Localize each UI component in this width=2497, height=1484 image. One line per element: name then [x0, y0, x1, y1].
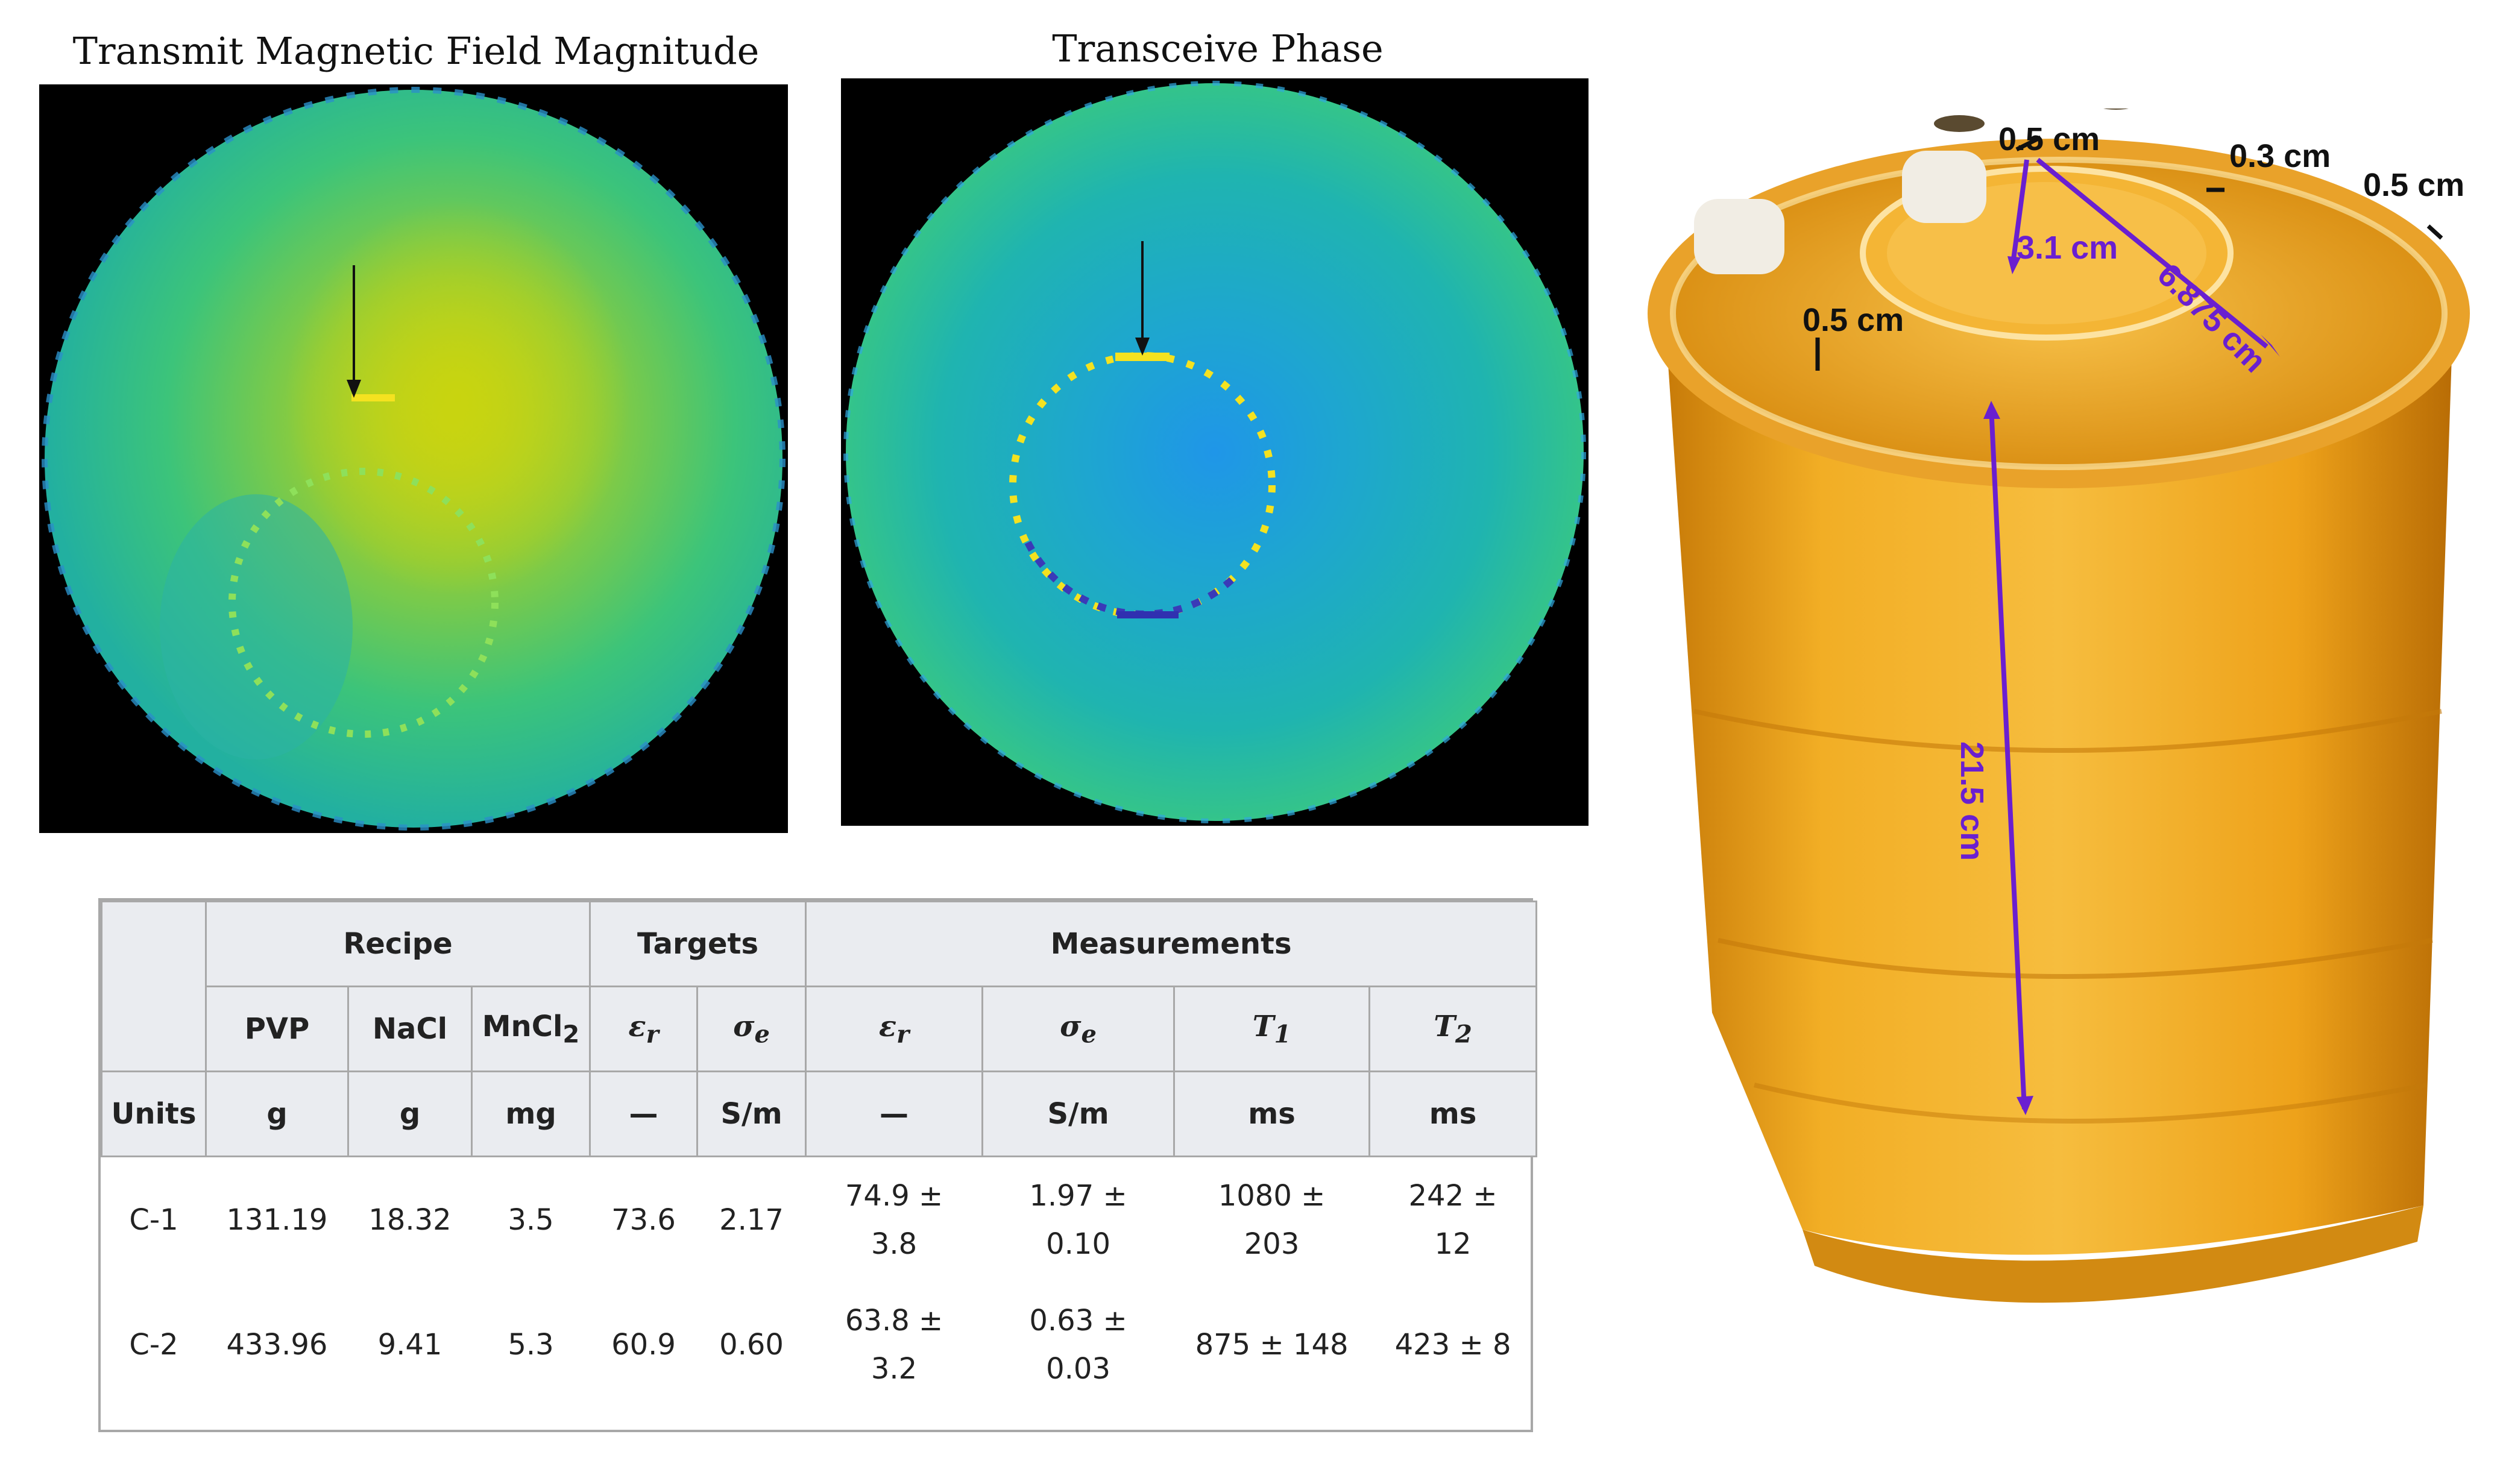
column-header-row: PVP NaCl MnCl2 εr σe εr σe T1 T2	[102, 986, 1538, 1072]
phantom-body	[1664, 301, 2454, 1255]
cell-t2: 242 ±12	[1408, 1178, 1497, 1261]
unit-t1: ms	[1173, 1071, 1371, 1157]
height-arrow	[1989, 406, 2027, 1110]
unit-mncl: mg	[470, 1071, 591, 1157]
cell-measured-conductivity: 1.97 ±0.10	[1029, 1178, 1127, 1261]
cap-outer	[1694, 199, 1784, 274]
t1-header: T1	[1173, 986, 1371, 1072]
inner-radius-label: 3.1 cm	[2017, 230, 2118, 266]
cell-mncl: 5.3	[508, 1327, 554, 1362]
height-label: 21.5 cm	[1954, 741, 1990, 861]
outer-wall-label: 0.5 cm	[2363, 167, 2465, 203]
cell-t1: 1080 ±203	[1218, 1178, 1326, 1261]
unit-target-conductivity: S/m	[696, 1071, 807, 1157]
units-row: Units g g mg — S/m — S/m ms ms	[101, 1071, 1538, 1157]
phase-ring	[1009, 352, 1276, 618]
phantom-photo: 0.5 cm 0.3 cm 0.5 cm 3.1 cm 6.875 cm 0.5…	[1622, 95, 2497, 1368]
cap-inner	[1902, 151, 1986, 223]
target-conductivity-header: σe	[696, 986, 807, 1072]
cell-t2: 423 ± 8	[1394, 1327, 1511, 1362]
targets-group-header: Targets	[589, 901, 807, 987]
cell-pvp: 131.19	[226, 1203, 328, 1237]
cell-nacl: 18.32	[368, 1203, 452, 1237]
unit-measured-permittivity: —	[805, 1071, 984, 1157]
recipe-group-header: Recipe	[204, 901, 591, 987]
unit-measured-conductivity: S/m	[981, 1071, 1176, 1157]
transceive-phase-map	[841, 78, 1589, 826]
measured-conductivity-header: σe	[981, 986, 1176, 1072]
cell-target-conductivity: 0.60	[719, 1327, 784, 1362]
phase-arrow-head	[1135, 338, 1150, 356]
cell-measured-permittivity: 74.9 ±3.8	[845, 1178, 943, 1261]
units-label: Units	[101, 1071, 207, 1157]
gap-label: 0.3 cm	[2229, 138, 2331, 174]
corner-cell	[101, 901, 207, 1072]
unit-pvp: g	[205, 1071, 349, 1157]
cell-measured-conductivity: 0.63 ±0.03	[1029, 1303, 1127, 1386]
inner-ring	[228, 468, 499, 738]
cell-mncl: 3.5	[508, 1203, 554, 1237]
nacl-header: NaCl	[347, 986, 473, 1072]
unit-nacl: g	[347, 1071, 473, 1157]
unit-target-permittivity: —	[589, 1071, 699, 1157]
t2-header: T2	[1368, 986, 1538, 1072]
left-figure-title: Transmit Magnetic Field Magnitude	[72, 29, 760, 73]
cell-target-permittivity: 60.9	[611, 1327, 676, 1362]
lid-thickness-label: 0.5 cm	[1803, 302, 1904, 338]
group-header-row: Recipe Targets Measurements	[101, 901, 1538, 1072]
pvp-header: PVP	[205, 986, 349, 1072]
table-row: C-1 131.19 18.32 3.5 73.6 2.17 74.9 ±3.8…	[102, 1157, 1537, 1283]
arrow-head	[347, 380, 361, 398]
mncl-header: MnCl2	[470, 986, 591, 1072]
middle-figure-title: Transceive Phase	[1052, 27, 1384, 71]
cell-target-conductivity: 2.17	[719, 1203, 784, 1237]
unit-t2: ms	[1368, 1071, 1538, 1157]
target-permittivity-header: εr	[589, 986, 699, 1072]
cell-pvp: 433.96	[226, 1327, 328, 1362]
row-name: C-2	[129, 1327, 178, 1362]
measured-permittivity-header: εr	[805, 986, 984, 1072]
measurements-group-header: Measurements	[805, 901, 1538, 987]
cell-measured-permittivity: 63.8 ±3.2	[845, 1303, 943, 1386]
table-row: C-2 433.96 9.41 5.3 60.9 0.60 63.8 ±3.2 …	[102, 1282, 1537, 1407]
cell-nacl: 9.41	[377, 1327, 442, 1362]
row-name: C-1	[129, 1203, 178, 1237]
properties-table: Recipe Targets Measurements PVP NaCl MnC…	[98, 898, 1538, 1432]
phase-disc	[846, 83, 1584, 821]
cell-target-permittivity: 73.6	[611, 1203, 676, 1237]
transmit-field-map	[39, 84, 788, 833]
inner-wall-label: 0.5 cm	[1998, 121, 2100, 157]
cell-t1: 875 ± 148	[1195, 1327, 1349, 1362]
